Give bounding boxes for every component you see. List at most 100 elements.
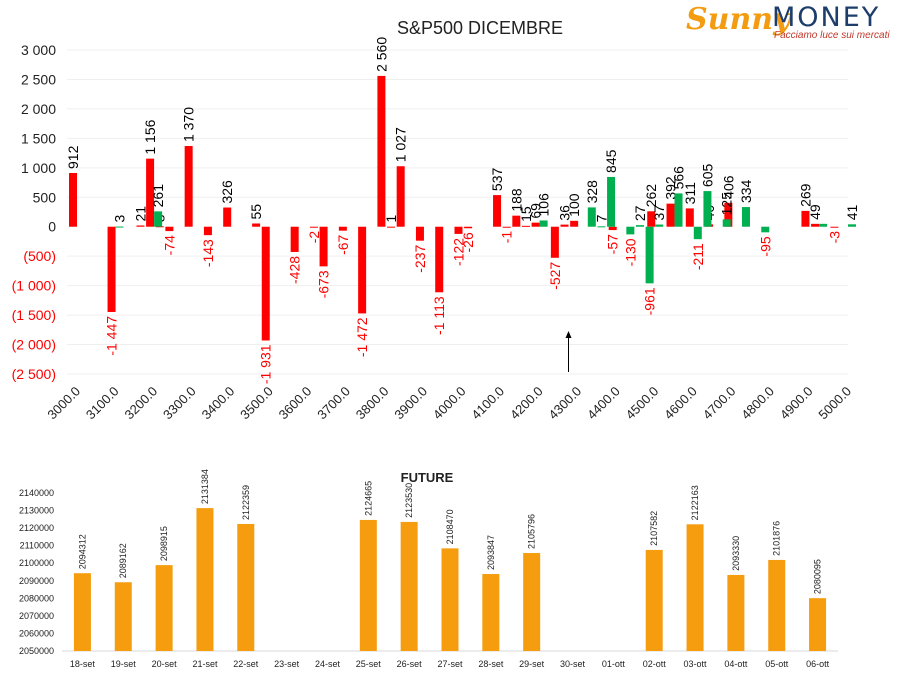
logo-word-sunny: Sunny: [686, 2, 791, 37]
red-bar: [801, 210, 810, 227]
green-bar: [674, 193, 683, 227]
x-tick-label: 4700.0: [700, 384, 739, 423]
data-label: 37: [651, 205, 667, 221]
red-bar: [502, 226, 511, 228]
red-bar: [811, 223, 820, 227]
red-bar: [184, 146, 193, 227]
data-label: -57: [605, 234, 621, 254]
x-tick-label: 4900.0: [777, 384, 816, 423]
red-bar: [396, 166, 405, 227]
red-bar: [377, 75, 386, 227]
category-label: 19-set: [111, 659, 137, 669]
x-tick-label: 4800.0: [738, 384, 777, 423]
sunny-money-logo: Sunny MONEY Facciamo luce sui mercati: [686, 2, 891, 46]
logo-word-money: MONEY: [772, 2, 881, 33]
y-tick-label: (500): [23, 248, 56, 264]
category-label: 04-ott: [724, 659, 748, 669]
data-label: 328: [584, 180, 600, 204]
arrow-head: [565, 331, 572, 338]
bar-value-label: 2123530: [404, 483, 414, 518]
red-bar: [647, 211, 656, 227]
future-bar: [73, 573, 91, 651]
red-bar: [290, 226, 299, 252]
bottom-chart-title: FUTURE: [401, 470, 454, 485]
data-label: 537: [489, 168, 505, 192]
green-bar: [848, 224, 856, 227]
data-label: 3: [112, 215, 128, 223]
red-bar: [666, 203, 675, 227]
data-label: 106: [536, 193, 552, 217]
red-bar: [223, 207, 232, 227]
red-bar: [608, 226, 617, 231]
bar-value-label: 2124665: [363, 481, 373, 516]
bar-value-label: 2080095: [813, 559, 823, 594]
data-label: 41: [844, 205, 860, 221]
y-tick-label: 2080000: [19, 593, 54, 603]
bar-value-label: 2122163: [690, 485, 700, 520]
future-bar: [727, 574, 745, 651]
category-label: 25-set: [356, 659, 382, 669]
y-tick-label: 2090000: [19, 576, 54, 586]
x-tick-label: 4000.0: [430, 384, 469, 423]
data-label: 188: [508, 188, 524, 212]
category-label: 24-set: [315, 659, 341, 669]
category-label: 18-set: [70, 659, 96, 669]
bar-value-label: 2093847: [486, 535, 496, 570]
bar-value-label: 2108470: [445, 509, 455, 544]
x-tick-label: 3000.0: [44, 384, 83, 423]
category-label: 23-set: [274, 659, 300, 669]
y-tick-label: 2 500: [21, 71, 56, 87]
red-bar: [203, 226, 212, 236]
data-label: 100: [566, 193, 582, 217]
data-label: 1 027: [393, 127, 409, 162]
red-bar: [724, 202, 733, 227]
red-bar: [464, 226, 473, 229]
data-label: -3: [826, 231, 842, 244]
red-bar: [155, 226, 164, 228]
x-tick-label: 4500.0: [623, 384, 662, 423]
future-bar-chart: FUTURE 2140000 2130000 2120000 2110000 210000…: [19, 469, 838, 669]
data-label: 845: [603, 149, 619, 173]
green-bar: [645, 226, 654, 284]
data-label: 2 560: [373, 37, 389, 72]
red-bar: [550, 226, 559, 258]
x-tick-label: 4100.0: [468, 384, 507, 423]
data-label: 21: [132, 206, 148, 222]
bar-value-label: 2105796: [527, 514, 537, 549]
data-label: 261: [150, 184, 166, 208]
data-label: -1 472: [354, 317, 370, 357]
y-tick-label: 2120000: [19, 523, 54, 533]
bar-value-label: 2093330: [731, 536, 741, 571]
category-label: 28-set: [478, 659, 504, 669]
future-bar: [237, 523, 255, 651]
data-label: 406: [720, 175, 736, 199]
green-bar: [115, 226, 124, 228]
top-chart-title: S&P500 DICEMBRE: [397, 18, 563, 38]
x-tick-label: 3900.0: [391, 384, 430, 423]
y-tick-label: (2 000): [12, 337, 56, 353]
y-tick-label: 1 500: [21, 130, 56, 146]
data-label: -1 113: [431, 296, 447, 335]
future-bar: [809, 598, 827, 651]
bar-value-label: 2122359: [241, 485, 251, 520]
category-label: 05-ott: [765, 659, 789, 669]
red-bar: [358, 226, 367, 314]
category-label: 29-set: [519, 659, 545, 669]
x-tick-label: 4600.0: [661, 384, 700, 423]
future-bar: [196, 508, 214, 651]
red-bar: [107, 226, 116, 312]
x-tick-label: 4400.0: [584, 384, 623, 423]
green-bar: [693, 226, 702, 240]
green-bar: [597, 226, 606, 228]
data-label: -673: [316, 270, 332, 298]
red-bar: [309, 226, 318, 228]
data-label: 15: [518, 206, 534, 222]
y-tick-label: 2070000: [19, 611, 54, 621]
red-bar: [415, 226, 424, 241]
y-tick-label: 500: [33, 189, 57, 205]
x-tick-label: 3300.0: [160, 384, 199, 423]
category-label: 03-ott: [684, 659, 708, 669]
data-label: -237: [412, 244, 428, 272]
red-bar: [387, 226, 396, 228]
data-label: -74: [161, 235, 177, 255]
